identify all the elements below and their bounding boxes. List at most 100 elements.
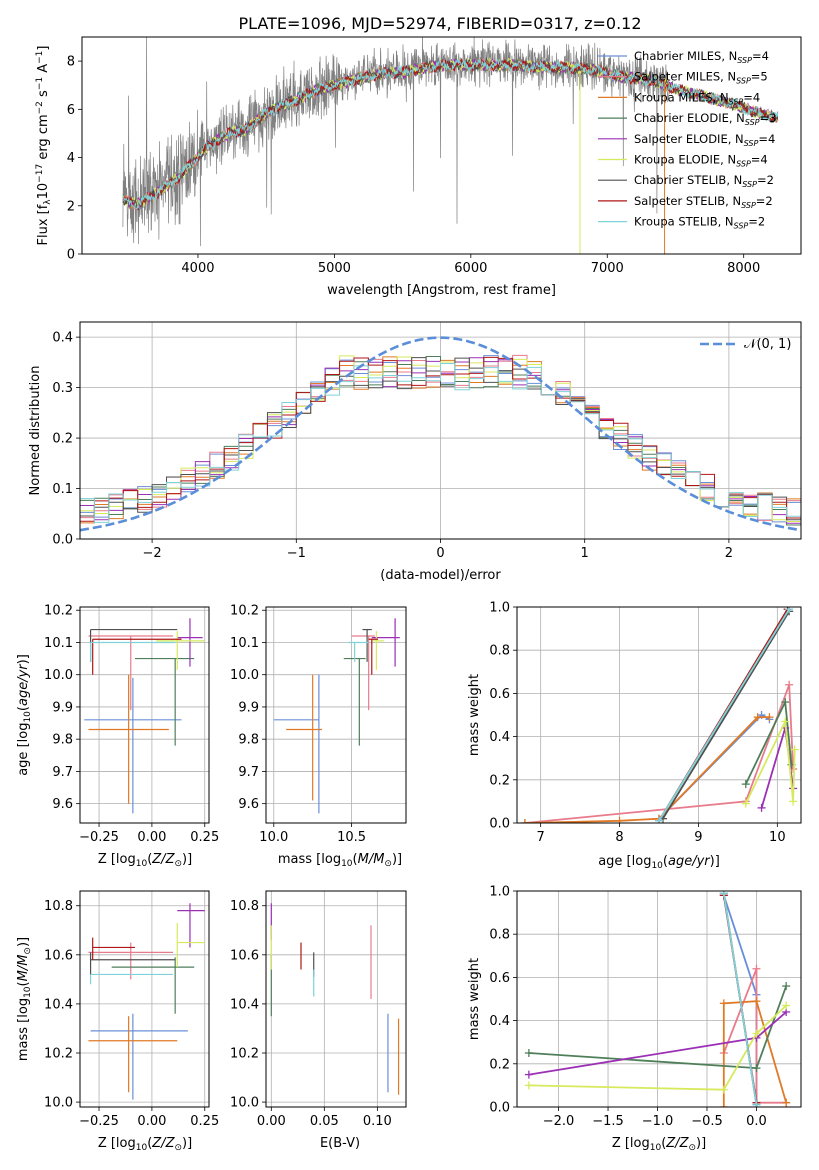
- y-tick-label: 10.6: [44, 948, 73, 963]
- weight-marker-kroupa-stelib: [752, 1100, 761, 1107]
- spectrum-panel: 4000 5000 6000 7000 8000 0 2 4 6 8 wavelength [Ang…: [35, 36, 802, 298]
- weight-marker-kroupa-elodie: [782, 1001, 791, 1010]
- y-tick-label: 0.0: [52, 533, 73, 548]
- weight-marker-kroupa-miles: [765, 713, 774, 722]
- y-tick-label: 10.0: [230, 1096, 259, 1111]
- x-tick-label: 1: [581, 546, 589, 561]
- legend-label-chabrier-stelib: Chabrier STELIB, NSSP=2: [634, 173, 774, 189]
- y-tick-label: 10.2: [230, 604, 259, 619]
- axis-label: Z [log10(Z/Z⊙)]: [612, 1136, 706, 1153]
- y-tick-label: 1.0: [489, 601, 510, 616]
- weight-marker-chabrier-elodie: [781, 698, 790, 707]
- y-tick-label: 10.2: [44, 604, 73, 619]
- y-tick-label: 9.8: [52, 733, 73, 748]
- x-tick-label: 9: [694, 830, 702, 845]
- weight-marker-salpeter-miles: [785, 680, 794, 689]
- x-tick-label: 10.5: [337, 830, 366, 845]
- y-tick-label: 0.4: [489, 730, 510, 745]
- x-tick-label: 0.00: [137, 830, 166, 845]
- x-tick-label: 0.10: [363, 1114, 392, 1129]
- weight-line-salpeter-miles: [524, 684, 794, 823]
- axes-frame: [265, 890, 407, 1108]
- x-tick-label: 8: [615, 830, 623, 845]
- x-tick-label: 0.00: [137, 1114, 166, 1129]
- y-tick-label: 8: [67, 55, 75, 70]
- y-tick-label: 9.9: [238, 700, 259, 715]
- y-tick-label: 0.0: [489, 817, 510, 832]
- legend-label-kroupa-stelib: Kroupa STELIB, NSSP=2: [634, 215, 765, 231]
- axis-label: mass [log10(M/M⊙)]: [278, 852, 402, 869]
- legend-label-salpeter-stelib: Salpeter STELIB, NSSP=2: [634, 194, 773, 210]
- weight-marker-salpeter-miles: [752, 964, 761, 973]
- axes-frame: [79, 321, 802, 540]
- x-tick-label: −1.0: [642, 1114, 674, 1129]
- y-tick-label: 9.6: [238, 797, 259, 812]
- legend-label-chabrier-elodie: Chabrier ELODIE, NSSP=3: [634, 111, 776, 127]
- x-tick-label: 0.25: [190, 1114, 219, 1129]
- y-tick-label: 4: [67, 151, 75, 166]
- weight-line-kroupa-miles: [524, 716, 770, 823]
- y-tick-label: 10.0: [44, 1096, 73, 1111]
- y-tick-label: 9.6: [52, 797, 73, 812]
- x-tick-label: 0.0: [746, 1114, 767, 1129]
- y-tick-label: 0.8: [489, 644, 510, 659]
- y-axis-label: Normed distribution: [28, 366, 43, 496]
- legend-label-salpeter-miles: Salpeter MILES, NSSP=5: [634, 70, 768, 86]
- weight-line-kroupa-stelib: [722, 893, 758, 1105]
- axes-frame: [516, 606, 802, 824]
- y-tick-label: 9.7: [52, 765, 73, 780]
- weight-vs-metallicity-panel: −2.0 −1.5 −1.0 −0.5 0.0 0.0 0.2 0.4 0.6 0.8 1.0 Z […: [467, 885, 802, 1153]
- x-tick-label: −0.25: [79, 830, 119, 845]
- weight-marker-kroupa-elodie: [789, 797, 798, 806]
- x-tick-label: 10.0: [259, 830, 288, 845]
- x-tick-label: 7000: [591, 261, 624, 276]
- axes-frame: [79, 890, 210, 1108]
- y-tick-label: 9.8: [238, 733, 259, 748]
- axes-frame: [516, 890, 802, 1108]
- weight-marker-kroupa-elodie: [524, 1081, 533, 1090]
- weight-marker-kroupa-elodie: [741, 799, 750, 808]
- model-spectrum-kroupa-stelib: [122, 57, 779, 211]
- y-tick-label: 0: [67, 248, 75, 263]
- weight-marker-kroupa-miles: [753, 713, 762, 722]
- axes-frame: [265, 606, 407, 824]
- axis-label: age [log10(age/yr)]: [16, 654, 33, 776]
- x-tick-label: 7: [537, 830, 545, 845]
- weight-marker-kroupa-miles: [752, 997, 761, 1006]
- age-vs-mass-panel: 10.0 10.5 9.6 9.7 9.8 9.9 10.0 10.1 10.2 mass [lo…: [230, 604, 407, 869]
- y-tick-label: 0.1: [52, 482, 73, 497]
- weight-marker-kroupa-stelib: [655, 816, 663, 823]
- y-tick-label: 2: [67, 199, 75, 214]
- y-tick-label: 10.1: [44, 636, 73, 651]
- y-tick-label: 10.2: [44, 1047, 73, 1062]
- axis-label: age [log10(age/yr)]: [598, 854, 720, 871]
- observed-spectrum: [122, 37, 669, 247]
- y-tick-label: 10.0: [44, 668, 73, 683]
- mass-vs-extinction-panel: 0.00 0.05 0.10 10.0 10.2 10.4 10.6 10.8 E(B-V): [230, 890, 407, 1151]
- weight-marker-chabrier-elodie: [752, 1064, 761, 1073]
- y-tick-label: 10.6: [230, 948, 259, 963]
- x-tick-label: −2: [143, 546, 162, 561]
- legend-label-normal: 𝒩(0, 1): [744, 337, 791, 352]
- plot-area: [122, 37, 779, 254]
- y-axis-label: mass weight: [467, 958, 482, 1040]
- plot-area: [273, 618, 400, 814]
- spectrum-legend: Chabrier MILES, NSSP=4 Salpeter MILES, NS…: [598, 49, 776, 231]
- x-tick-label: −0.25: [79, 1114, 119, 1129]
- weight-line-kroupa-elodie: [744, 718, 796, 804]
- legend-label-kroupa-elodie: Kroupa ELODIE, NSSP=4: [634, 153, 768, 169]
- plot-area: [88, 903, 205, 1100]
- y-tick-label: 1.0: [489, 885, 510, 900]
- weight-marker-kroupa-stelib: [719, 891, 728, 898]
- plot-area: [80, 336, 801, 532]
- x-tick-label: −1: [287, 546, 306, 561]
- weight-marker-kroupa-miles: [719, 999, 728, 1008]
- weight-vs-age-panel: 7 8 9 10 0.0 0.2 0.4 0.6 0.8 1.0 age [log10(age/yr…: [467, 601, 802, 871]
- weight-marker-kroupa-miles: [520, 819, 529, 823]
- legend-label-salpeter-elodie: Salpeter ELODIE, NSSP=4: [634, 132, 775, 148]
- y-tick-label: 0.2: [52, 432, 73, 447]
- mass-vs-metallicity-panel: −0.25 0.00 0.25 10.0 10.2 10.4 10.6 10.8 Z [log1…: [16, 890, 219, 1153]
- weight-line-chabrier-elodie: [744, 698, 793, 785]
- weight-marker-kroupa-miles: [782, 1098, 791, 1107]
- x-tick-label: 2: [725, 546, 733, 561]
